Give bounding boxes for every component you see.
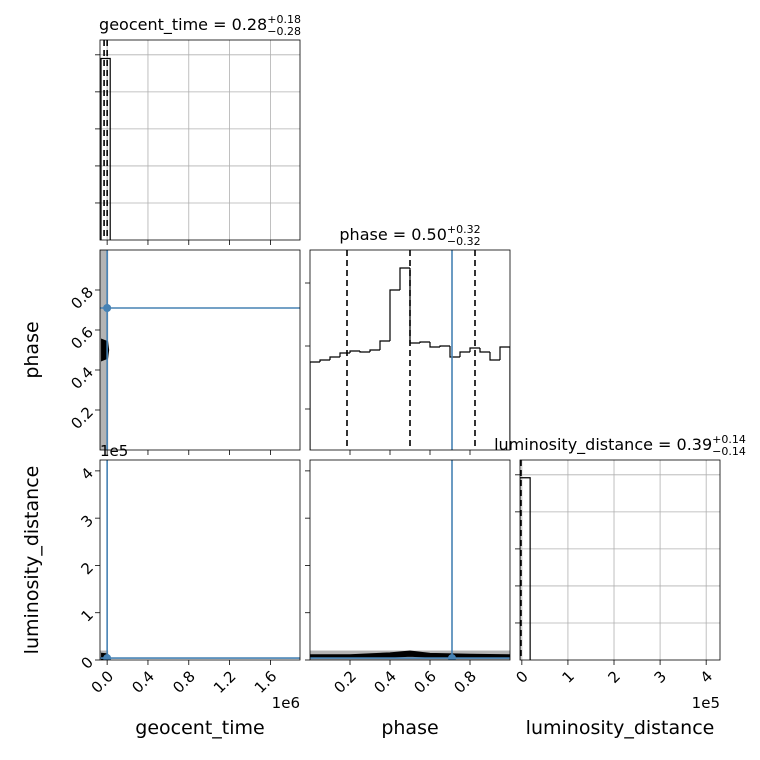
- y-tick-label: 0.2: [67, 403, 97, 433]
- y-tick-label: 0: [78, 653, 97, 672]
- x-axis-label: geocent_time: [135, 717, 264, 739]
- title-main: geocent_time = 0.28: [99, 15, 267, 35]
- truth-point: [103, 654, 112, 660]
- panel: [100, 250, 300, 450]
- panel: [520, 460, 720, 660]
- x-tick-label: 2: [605, 667, 624, 686]
- title-main: phase = 0.50: [339, 225, 446, 244]
- x-tick-label: 1.2: [210, 667, 240, 697]
- hist-step: [459, 351, 470, 357]
- hist-step: [399, 267, 410, 290]
- x-tick-label: 0.6: [410, 667, 440, 697]
- title-sub: −0.28: [267, 25, 301, 38]
- title-sup: +0.32: [447, 223, 481, 236]
- hist-step: [449, 346, 460, 358]
- y-axis-label: luminosity_distance: [21, 466, 43, 655]
- panel-frame: [309, 249, 511, 451]
- x-tick-label: 3: [651, 667, 670, 686]
- y-offset: 1e5: [100, 442, 128, 460]
- hist-step: [499, 346, 510, 450]
- title-sup: +0.18: [267, 13, 301, 26]
- hist-step: [369, 349, 380, 352]
- hist-step: [379, 340, 390, 350]
- title-sub: −0.14: [712, 445, 746, 458]
- truth-point: [103, 304, 112, 312]
- title-main: luminosity_distance = 0.39: [494, 435, 712, 455]
- truth-point: [448, 654, 456, 660]
- y-tick-label: 2: [78, 559, 97, 578]
- hist-step: [339, 352, 350, 357]
- panel-title: phase = 0.50+0.32 −0.32: [339, 223, 480, 248]
- hist-step: [359, 351, 370, 353]
- hist-step: [520, 477, 531, 660]
- hist-step: [329, 356, 340, 360]
- panel-frame: [99, 39, 301, 241]
- hist-step: [389, 289, 400, 341]
- hist-step: [489, 352, 500, 361]
- contour: [310, 650, 510, 659]
- y-tick-label: 0.6: [67, 323, 97, 353]
- x-axis-label: phase: [381, 717, 438, 739]
- x-offset: 1e6: [272, 694, 300, 712]
- y-axis-label: phase: [21, 321, 43, 378]
- x-tick-label: 1: [558, 667, 577, 686]
- panel-frame: [309, 459, 511, 661]
- title-sup: +0.14: [712, 433, 746, 446]
- x-tick-label: 0.0: [88, 667, 118, 697]
- x-tick-label: 0.8: [450, 667, 480, 697]
- hist-step: [310, 361, 320, 450]
- x-offset: 1e5: [692, 694, 720, 712]
- y-tick-label: 3: [78, 511, 97, 530]
- y-tick-label: 1: [78, 606, 97, 625]
- hist-step: [479, 348, 490, 353]
- title-sub: −0.32: [447, 235, 481, 248]
- x-tick-label: 0.4: [128, 667, 158, 697]
- x-axis-label: luminosity_distance: [526, 717, 715, 739]
- hist-step: [439, 345, 450, 347]
- panel-frame: [519, 459, 721, 661]
- hist-step: [469, 347, 480, 352]
- panel: [100, 40, 300, 240]
- hist-step: [100, 57, 111, 240]
- y-tick-label: 4: [78, 464, 97, 483]
- y-tick-label: 0.8: [67, 283, 97, 313]
- panel-title: geocent_time = 0.28+0.18 −0.28: [99, 13, 301, 38]
- x-tick-label: 1.6: [251, 667, 281, 697]
- panel-frame: [99, 249, 301, 451]
- x-tick-label: 0.4: [370, 667, 400, 697]
- hist-step: [419, 341, 430, 343]
- x-tick-label: 0.2: [330, 667, 360, 697]
- panel-frame: [99, 459, 301, 661]
- y-tick-label: 0.4: [67, 363, 97, 393]
- x-tick-label: 0: [512, 667, 531, 686]
- panel-title: luminosity_distance = 0.39+0.14 −0.14: [494, 433, 746, 458]
- hist-step: [409, 268, 420, 344]
- hist-step: [349, 350, 360, 353]
- panel: [310, 250, 510, 450]
- x-tick-label: 4: [697, 667, 716, 686]
- hist-step: [319, 359, 330, 362]
- hist-step: [429, 342, 440, 348]
- x-tick-label: 0.8: [169, 667, 199, 697]
- panel: [100, 460, 300, 660]
- panel: [310, 460, 510, 660]
